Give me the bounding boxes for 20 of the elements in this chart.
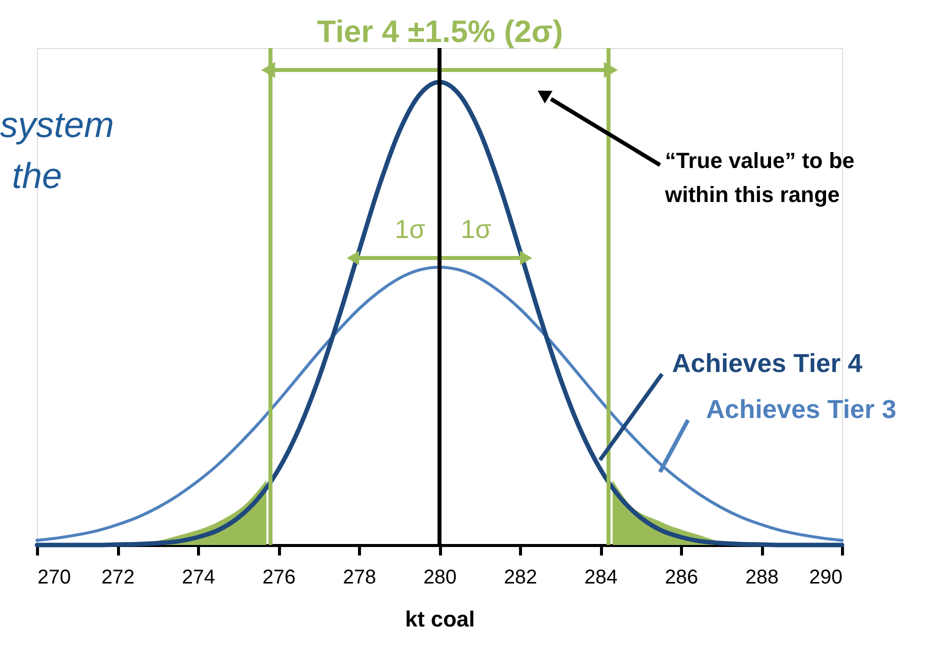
annotation: “True value” to be within this range bbox=[664, 148, 854, 207]
x-tick-label: 278 bbox=[342, 566, 376, 588]
text: Achieves Tier 3 bbox=[706, 394, 896, 424]
x-axis-title: kt coal bbox=[405, 606, 475, 632]
x-tick-label: 274 bbox=[182, 566, 216, 588]
x-tick-label: 286 bbox=[664, 566, 698, 588]
x-tick-label: 288 bbox=[745, 566, 779, 588]
annotation: 1σ bbox=[394, 214, 426, 244]
x-tick-label: 290 bbox=[809, 566, 842, 588]
text: Tier 4 ±1.5% (2σ) bbox=[316, 14, 564, 49]
x-tick-label: 272 bbox=[101, 566, 135, 588]
annotation: 1σ bbox=[460, 214, 492, 244]
annotation: system bbox=[0, 104, 114, 145]
x-tick-label: 284 bbox=[584, 566, 618, 588]
annotation: the bbox=[12, 155, 62, 196]
text: Achieves Tier 4 bbox=[672, 348, 863, 378]
x-tick-label: 276 bbox=[262, 566, 296, 588]
x-tick-label: 280 bbox=[423, 566, 457, 588]
x-tick-label: 282 bbox=[504, 566, 538, 588]
x-tick-label: 270 bbox=[38, 566, 71, 588]
